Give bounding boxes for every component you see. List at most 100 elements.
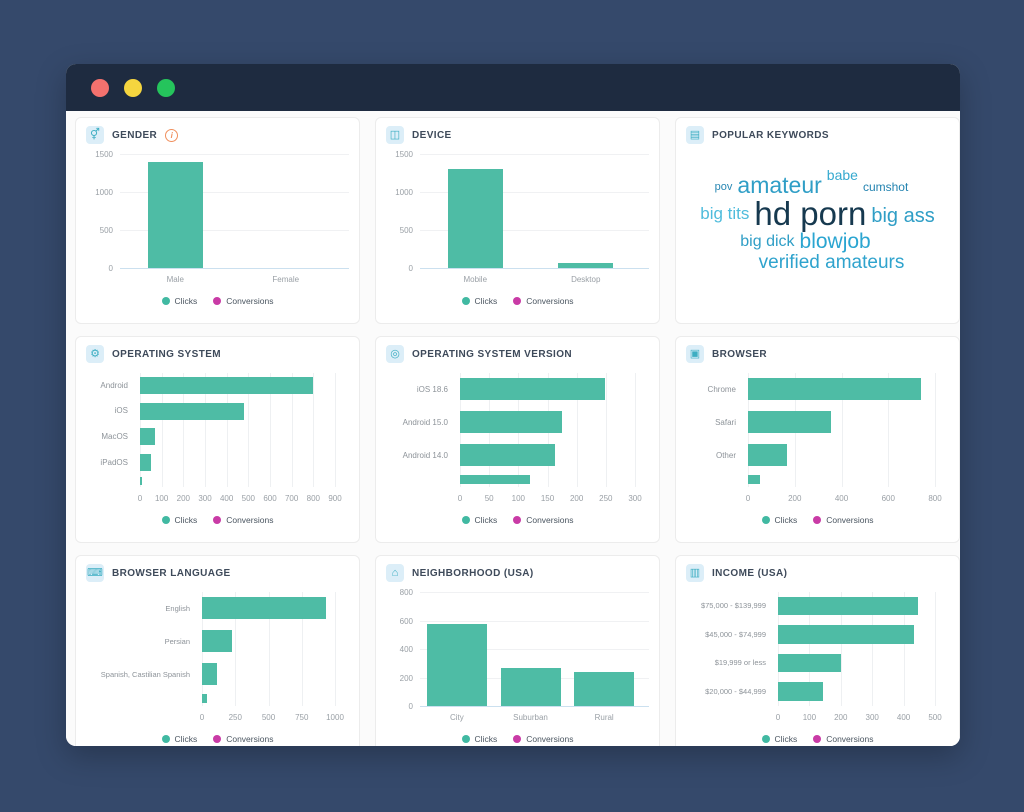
y-tick-label: 1000 — [95, 188, 113, 197]
legend-item-clicks[interactable]: Clicks — [161, 296, 197, 306]
keyword[interactable]: babe — [826, 167, 858, 184]
y-category-label: Android — [100, 380, 128, 390]
card-header: ⌂ NEIGHBORHOOD (USA) — [386, 564, 649, 582]
legend-label: Conversions — [826, 515, 874, 525]
window-close-button[interactable] — [91, 78, 109, 97]
legend-item-conversions[interactable]: Conversions — [213, 296, 273, 306]
keyword[interactable]: pov — [714, 180, 733, 193]
operating-system-version-icon: ◎ — [386, 345, 404, 363]
gridline — [420, 192, 649, 193]
bar-clicks-ipados — [140, 453, 151, 471]
x-tick-label: 300 — [628, 494, 642, 503]
x-tick-label: 400 — [896, 713, 911, 722]
keyword[interactable]: big ass — [871, 204, 935, 227]
legend-dot-conversions — [813, 735, 822, 743]
legend-item-conversions[interactable]: Conversions — [513, 515, 573, 525]
keyword[interactable]: blowjob — [799, 230, 871, 254]
legend-item-clicks[interactable]: Clicks — [761, 734, 797, 744]
info-icon[interactable]: i — [165, 128, 179, 142]
window-minimize-button[interactable] — [124, 78, 142, 97]
legend-item-conversions[interactable]: Conversions — [513, 296, 573, 306]
legend-dot-clicks — [761, 735, 770, 743]
x-tick-label: 500 — [241, 494, 255, 503]
legend-item-clicks[interactable]: Clicks — [761, 515, 797, 525]
chart-legend: Clicks Conversions — [386, 515, 649, 525]
card-neighborhood-usa: ⌂ NEIGHBORHOOD (USA) 0 200 400 600 800 City Subu… — [375, 555, 660, 746]
chart-legend: Clicks Conversions — [86, 515, 349, 525]
card-title: BROWSER — [712, 348, 768, 360]
operating-system-icon: ⚙ — [86, 345, 104, 363]
keyword[interactable]: verified amateurs — [758, 252, 905, 274]
device-chart: 0 500 1000 1500 Mobile Desktop — [386, 148, 649, 294]
x-tick-label: 700 — [284, 494, 299, 503]
keyword[interactable]: amateur — [737, 171, 822, 198]
gridline — [335, 373, 336, 487]
y-category-label: Chrome — [707, 384, 736, 394]
gridline — [183, 373, 185, 487]
keyword[interactable]: big dick — [740, 233, 795, 251]
bar-clicks-$19,999 or less — [778, 653, 841, 673]
keyword[interactable]: cumshot — [862, 180, 909, 195]
legend-label: Clicks — [174, 734, 198, 744]
y-tick-label: 500 — [99, 226, 113, 235]
gridline — [420, 592, 649, 593]
legend-item-clicks[interactable]: Clicks — [461, 734, 497, 744]
gridline — [841, 373, 843, 487]
legend-dot-conversions — [513, 735, 522, 743]
window-maximize-button[interactable] — [157, 78, 175, 97]
legend-item-clicks[interactable]: Clicks — [461, 515, 497, 525]
keyword-cloud-line: verified amateurs — [759, 253, 905, 273]
gridline — [935, 592, 936, 706]
card-browser-language: ⌨ BROWSER LANGUAGE 0 250 500 750 1000 English Pe… — [75, 555, 360, 746]
keyword[interactable]: big tits — [700, 204, 750, 224]
app-window: ⚥ GENDER i 0 500 1000 1500 Male Female Clicks Conv… — [66, 64, 960, 746]
gridline — [226, 373, 228, 487]
legend-item-conversions[interactable]: Conversions — [813, 734, 873, 744]
legend-dot-clicks — [461, 297, 470, 305]
operating-system-chart: 0 100 200 300 400 500 600 700 800 900 Android iOS Ma… — [86, 367, 349, 513]
y-tick-label: 800 — [399, 588, 413, 597]
bar-clicks-$75,000 - $139,999 — [778, 596, 918, 616]
legend-item-conversions[interactable]: Conversions — [513, 734, 573, 744]
legend-item-clicks[interactable]: Clicks — [161, 734, 198, 744]
y-category-label: $20,000 - $44,999 — [705, 686, 766, 696]
legend-item-conversions[interactable]: Conversions — [213, 734, 273, 744]
chart-legend: Clicks Conversions — [686, 734, 949, 744]
y-tick-label: 600 — [399, 616, 413, 626]
card-title: GENDER — [112, 129, 158, 141]
card-operating-system-version: ◎ OPERATING SYSTEM VERSION 0 50 100 150 200 250… — [375, 336, 660, 543]
gridline — [335, 592, 336, 706]
legend-item-clicks[interactable]: Clicks — [461, 296, 497, 306]
bar-clicks-other — [460, 474, 530, 485]
gridline — [635, 373, 636, 487]
browser-language-icon: ⌨ — [86, 564, 104, 582]
card-title: OPERATING SYSTEM VERSION — [412, 348, 572, 360]
x-tick-label: 200 — [569, 494, 584, 503]
legend-label: Clicks — [174, 515, 198, 525]
legend-label: Conversions — [226, 296, 274, 306]
gridline — [778, 592, 779, 706]
income-usa-chart: 0 100 200 300 400 500 $75,000 - $139,999 $45,00… — [686, 586, 949, 732]
gridline — [935, 373, 936, 487]
legend-item-clicks[interactable]: Clicks — [161, 515, 198, 525]
card-header: ◎ OPERATING SYSTEM VERSION — [386, 345, 649, 363]
legend-dot-clicks — [761, 516, 770, 524]
bar-clicks-other — [748, 474, 760, 485]
x-tick-label: 750 — [295, 713, 309, 722]
legend-item-conversions[interactable]: Conversions — [213, 515, 273, 525]
y-category-label: Persian — [164, 636, 190, 646]
legend-dot-conversions — [213, 297, 222, 305]
x-tick-label: 400 — [219, 494, 234, 503]
y-tick-label: 200 — [399, 673, 413, 683]
bar-clicks-$20,000 - $44,999 — [778, 682, 823, 701]
gridline — [248, 373, 250, 487]
legend-item-conversions[interactable]: Conversions — [813, 515, 873, 525]
x-category-label: Male — [166, 275, 184, 284]
x-tick-label: 150 — [540, 494, 555, 503]
y-tick-label: 0 — [408, 702, 413, 711]
bar-clicks-ios 18.6 — [460, 378, 605, 401]
x-tick-label: 800 — [306, 494, 320, 503]
y-category-label: $75,000 - $139,999 — [700, 601, 766, 611]
legend-dot-conversions — [213, 516, 222, 524]
keyword[interactable]: hd porn — [754, 194, 867, 232]
